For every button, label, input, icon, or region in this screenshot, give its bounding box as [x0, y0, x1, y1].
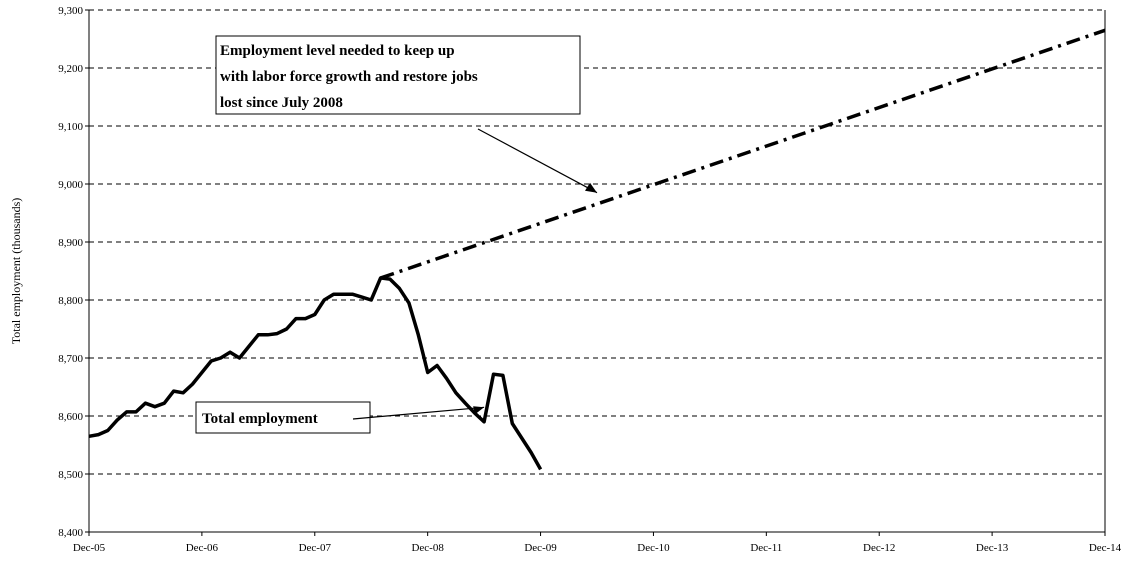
- y-tick-label: 8,900: [58, 237, 83, 249]
- y-tick-label: 8,800: [58, 295, 83, 307]
- x-tick-label: Dec-11: [750, 542, 782, 554]
- series-line-2: [380, 28, 1106, 280]
- annotation-arrowhead-2: [473, 406, 485, 415]
- annotation-2-label: Total employment: [202, 411, 318, 427]
- y-tick-label: 9,100: [58, 121, 83, 133]
- annotation-box-2: [195, 401, 371, 434]
- x-tick-label: Dec-12: [863, 542, 895, 554]
- annotation-1-line: with labor force growth and restore jobs: [220, 69, 478, 85]
- x-tick-label: Dec-07: [299, 542, 332, 554]
- x-tick-label: Dec-05: [73, 542, 106, 554]
- y-tick-label: 9,200: [58, 63, 83, 75]
- x-tick-label: Dec-06: [186, 542, 219, 554]
- x-tick-label: Dec-09: [524, 542, 557, 554]
- annotation-1-line: lost since July 2008: [220, 95, 343, 111]
- annotations: Employment level needed to keep up with l…: [195, 35, 598, 434]
- y-tick-label: 8,700: [58, 353, 83, 365]
- y-tick-label: 8,600: [58, 411, 83, 423]
- annotation-arrowhead-1: [585, 182, 597, 193]
- series-group: [88, 28, 1106, 471]
- x-axis-ticks: Dec-05 Dec-06 Dec-07 Dec-08 Dec-09 Dec-10 Dec-…: [73, 542, 1122, 554]
- y-tick-label: 9,300: [58, 5, 83, 17]
- axes: [85, 9, 1106, 536]
- x-tick-label: Dec-10: [637, 542, 670, 554]
- y-axis-label: Total employment (thousands): [9, 198, 23, 344]
- y-tick-label: 8,400: [58, 527, 83, 539]
- y-tick-label: 9,000: [58, 179, 83, 191]
- series-line-1: [88, 276, 543, 471]
- annotation-box-1: [215, 35, 581, 115]
- y-tick-label: 8,500: [58, 469, 83, 481]
- gridlines: [89, 9, 1105, 475]
- x-tick-label: Dec-13: [976, 542, 1009, 554]
- x-tick-label: Dec-08: [411, 542, 444, 554]
- y-axis-ticks: 8,400 8,500 8,600 8,700 8,800 8,900 9,000 9,100…: [58, 5, 83, 539]
- annotation-1-line: Employment level needed to keep up: [220, 43, 455, 59]
- x-tick-label: Dec-14: [1089, 542, 1122, 554]
- annotation-arrow-2: [352, 406, 485, 420]
- annotation-arrow-1: [477, 128, 598, 194]
